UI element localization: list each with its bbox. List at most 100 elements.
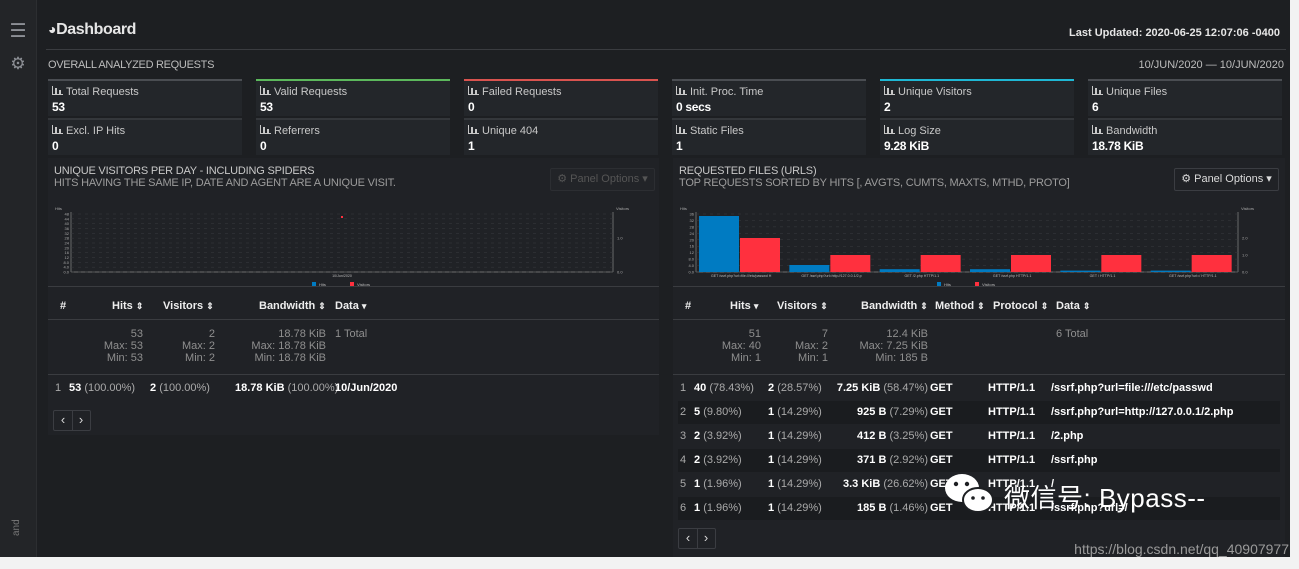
row-visitors: 2 (28.57%) xyxy=(768,382,822,394)
metric-card: Unique Visitors 2 xyxy=(880,79,1074,116)
row-protocol: HTTP/1.1 xyxy=(988,478,1036,490)
metric-label: Log Size xyxy=(884,125,941,137)
col-method[interactable]: Method ⇕ xyxy=(935,300,985,312)
metric-label: Static Files xyxy=(676,125,744,137)
gear-icon[interactable]: ⚙ xyxy=(10,54,26,73)
row-method: GET xyxy=(930,382,953,394)
metric-value: 18.78 KiB xyxy=(1092,139,1144,153)
panel-subtitle: HITS HAVING THE SAME IP, DATE AND AGENT … xyxy=(54,177,396,189)
prev-page-button[interactable]: ‹ xyxy=(54,411,73,430)
row-data: 10/Jun/2020 xyxy=(335,382,398,394)
panel-title: UNIQUE VISITORS PER DAY - INCLUDING SPID… xyxy=(54,165,315,177)
y-tick-label: 16 xyxy=(690,244,695,249)
legend-swatch-visitors xyxy=(350,282,354,286)
bar-chart-icon xyxy=(468,86,479,95)
bar-visitors xyxy=(920,255,961,272)
y-tick-label: 24 xyxy=(65,241,70,246)
x-tick-label: GET /ssrf.php HTTP/1.1 xyxy=(993,274,1031,278)
y-tick-label: 0.0 xyxy=(63,270,69,275)
y-tick-label: 28 xyxy=(65,236,70,241)
metric-value: 0 xyxy=(260,139,267,153)
table-row[interactable]: 4 2 (3.92%) 1 (14.29%) 371 B (2.92%) GET HTTP… xyxy=(678,449,1280,472)
row-hits: 2 (3.92%) xyxy=(694,454,742,466)
row-data: /ssrf.php?url=http://127.0.0.1/2.php xyxy=(1051,406,1234,418)
pagination: ‹ › xyxy=(53,410,91,431)
metric-label: Valid Requests xyxy=(260,86,347,98)
y-tick-label: 20 xyxy=(65,245,70,250)
col-bandwidth[interactable]: Bandwidth ⇕ xyxy=(259,300,326,312)
metric-card: Referrers 0 xyxy=(256,118,450,155)
row-hits: 40 (78.43%) xyxy=(694,382,754,394)
bar-chart-icon xyxy=(52,86,63,95)
bar-visitors xyxy=(1011,255,1051,272)
bar-visitors xyxy=(1101,255,1142,272)
y-tick-label-right: 0.0 xyxy=(617,270,623,275)
row-hits: 1 (1.96%) xyxy=(694,502,742,514)
row-number: 6 xyxy=(680,502,687,514)
y-tick-label: 8.0 xyxy=(63,260,69,265)
metric-card: Excl. IP Hits 0 xyxy=(48,118,242,155)
next-page-button[interactable]: › xyxy=(78,412,84,427)
row-bandwidth: 3.3 KiB (26.62%) xyxy=(843,478,928,490)
row-number: 3 xyxy=(680,430,687,442)
metric-value: 6 xyxy=(1092,100,1099,114)
bar-chart-icon xyxy=(676,86,687,95)
bar-hits xyxy=(879,269,920,272)
row-method: GET xyxy=(930,502,953,514)
y-tick-label: 12 xyxy=(65,255,70,260)
row-hits: 5 (9.80%) xyxy=(694,406,742,418)
main-content: ◕Dashboard Last Updated: 2020-06-25 12:0… xyxy=(40,0,1290,557)
wechat-icon xyxy=(942,470,998,518)
legend-label: Visitors xyxy=(982,282,995,287)
legend-swatch-hits xyxy=(937,282,941,286)
legend-swatch-hits xyxy=(312,282,316,286)
dashboard-app: ☰ ⚙ and ◕Dashboard Last Updated: 2020-06… xyxy=(0,0,1290,557)
metric-label: Unique Visitors xyxy=(884,86,972,98)
col-visitors[interactable]: Visitors ⇕ xyxy=(163,300,214,312)
table-row[interactable]: 3 2 (3.92%) 1 (14.29%) 412 B (3.25%) GET HTTP… xyxy=(678,425,1280,448)
summary-data: 6 Total xyxy=(1056,328,1089,340)
bar-chart-icon xyxy=(260,125,271,134)
panel-options-button[interactable]: ⚙ Panel Options ▾ xyxy=(550,168,655,191)
y-tick-label-right: 1.0 xyxy=(1242,253,1248,258)
y-tick-label: 0.0 xyxy=(688,270,694,275)
hamburger-menu-icon[interactable]: ☰ xyxy=(9,21,27,42)
metric-value: 1 xyxy=(676,139,683,153)
metric-card: Valid Requests 53 xyxy=(256,79,450,116)
x-tick-label: 10/Jun/2020 xyxy=(332,274,352,278)
divider xyxy=(48,286,659,287)
panel-options-button[interactable]: ⚙ Panel Options ▾ xyxy=(1174,168,1279,191)
row-number: 5 xyxy=(680,478,687,490)
col-protocol[interactable]: Protocol ⇕ xyxy=(993,300,1049,312)
next-page-button[interactable]: › xyxy=(703,530,709,545)
y-tick-label: 32 xyxy=(65,231,70,236)
col-visitors[interactable]: Visitors ⇕ xyxy=(777,300,828,312)
section-title: OVERALL ANALYZED REQUESTS xyxy=(48,59,215,71)
legend-label: Hits xyxy=(319,282,326,287)
col-data[interactable]: Data ⇕ xyxy=(1056,300,1091,312)
metric-value: 2 xyxy=(884,100,891,114)
col-bandwidth[interactable]: Bandwidth ⇕ xyxy=(861,300,928,312)
table-row[interactable]: 1 40 (78.43%) 2 (28.57%) 7.25 KiB (58.47%) G… xyxy=(678,377,1280,400)
row-protocol: HTTP/1.1 xyxy=(988,454,1036,466)
row-protocol: HTTP/1.1 xyxy=(988,406,1036,418)
sidebar: ☰ ⚙ and xyxy=(0,0,37,557)
col-data[interactable]: Data ▾ xyxy=(335,300,367,312)
metric-value: 0 xyxy=(52,139,59,153)
col-hits[interactable]: Hits ▾ xyxy=(730,300,759,312)
table-row[interactable]: 2 5 (9.80%) 1 (14.29%) 925 B (7.29%) GET HTTP… xyxy=(678,401,1280,424)
row-hits: 53 (100.00%) xyxy=(69,382,136,394)
x-tick-label: GET /ssrf.php?url=file:///etc/passwd H xyxy=(711,274,772,278)
row-visitors: 1 (14.29%) xyxy=(768,430,822,442)
col-hits[interactable]: Hits ⇕ xyxy=(112,300,144,312)
bar-hits xyxy=(789,265,830,272)
prev-page-button[interactable]: ‹ xyxy=(679,529,698,548)
row-bandwidth: 925 B (7.29%) xyxy=(857,406,928,418)
table-row[interactable]: 1 53 (100.00%) 2 (100.00%) 18.78 KiB (100.0… xyxy=(53,377,655,400)
bar-hits xyxy=(1060,270,1101,272)
col-number: # xyxy=(60,300,67,312)
y-axis-label: Hits xyxy=(55,206,62,211)
url-watermark: https://blog.csdn.net/qq_40907977 xyxy=(1074,541,1289,557)
